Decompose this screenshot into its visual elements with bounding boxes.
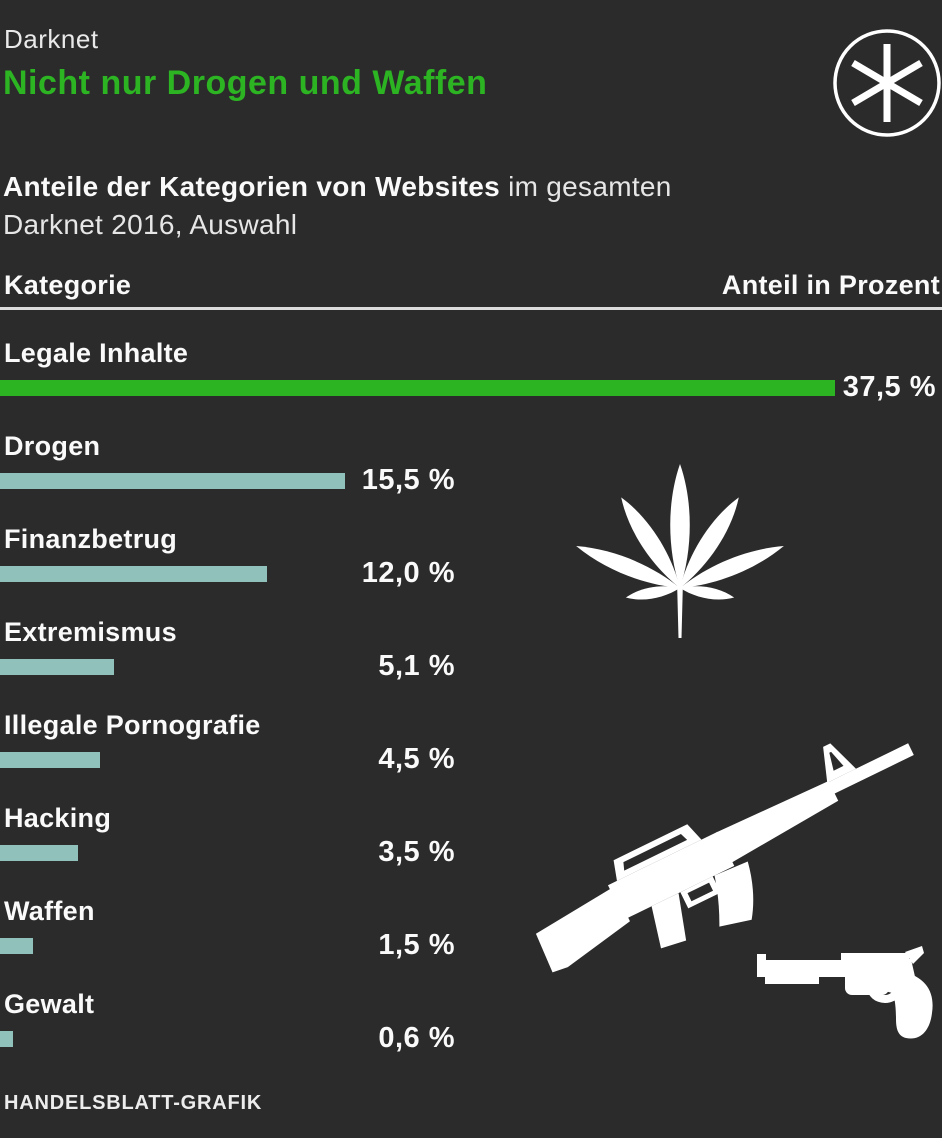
category-value: 15,5 % (361, 464, 455, 496)
page-title: Nicht nur Drogen und Waffen (3, 64, 488, 102)
category-row: Extremismus 5,1 % (0, 615, 942, 708)
category-label: Illegale Pornografie (4, 710, 261, 740)
category-value: 37,5 % (842, 371, 936, 403)
category-value: 0,6 % (378, 1022, 455, 1054)
category-bar (0, 566, 267, 582)
asterisk-logo-icon (831, 27, 942, 139)
category-bar (0, 752, 100, 768)
category-value: 5,1 % (378, 650, 455, 682)
subtitle-line2: Darknet 2016, Auswahl (3, 209, 298, 240)
category-value: 1,5 % (378, 929, 455, 961)
category-row: Legale Inhalte 37,5 % (0, 336, 942, 429)
kicker: Darknet (4, 24, 99, 54)
column-header-share: Anteil in Prozent (721, 270, 940, 300)
subtitle-bold: Anteile der Kategorien von Websites (3, 171, 500, 202)
category-row: Illegale Pornografie 4,5 % (0, 708, 942, 801)
category-row: Gewalt 0,6 % (0, 987, 942, 1080)
table-header: Kategorie Anteil in Prozent (0, 270, 942, 302)
revolver-icon (755, 945, 940, 1045)
category-label: Finanzbetrug (4, 524, 178, 554)
subtitle-rest: im gesamten (500, 171, 672, 202)
category-row: Finanzbetrug 12,0 % (0, 522, 942, 615)
category-row: Hacking 3,5 % (0, 801, 942, 894)
source-credit: HANDELSBLATT-GRAFIK (4, 1092, 263, 1114)
category-label: Hacking (4, 803, 112, 833)
category-bar (0, 938, 33, 954)
column-header-category: Kategorie (4, 270, 132, 300)
category-label: Drogen (4, 431, 101, 461)
category-label: Legale Inhalte (4, 338, 189, 368)
header-divider (0, 307, 942, 310)
category-bar (0, 659, 114, 675)
category-label: Waffen (4, 896, 95, 926)
category-value: 12,0 % (361, 557, 455, 589)
category-bar (0, 1031, 13, 1047)
category-row: Drogen 15,5 % (0, 429, 942, 522)
category-label: Gewalt (4, 989, 95, 1019)
category-bar (0, 845, 78, 861)
category-label: Extremismus (4, 617, 177, 647)
category-rows: Legale Inhalte 37,5 % Drogen 15,5 % Fina… (0, 336, 942, 1080)
category-value: 3,5 % (378, 836, 455, 868)
category-bar (0, 473, 345, 489)
assault-rifle-icon (520, 742, 940, 987)
category-value: 4,5 % (378, 743, 455, 775)
cannabis-leaf-icon (560, 430, 800, 642)
category-row: Waffen 1,5 % (0, 894, 942, 987)
chart-subtitle: Anteile der Kategorien von Websites im g… (3, 168, 823, 244)
category-bar (0, 380, 835, 396)
